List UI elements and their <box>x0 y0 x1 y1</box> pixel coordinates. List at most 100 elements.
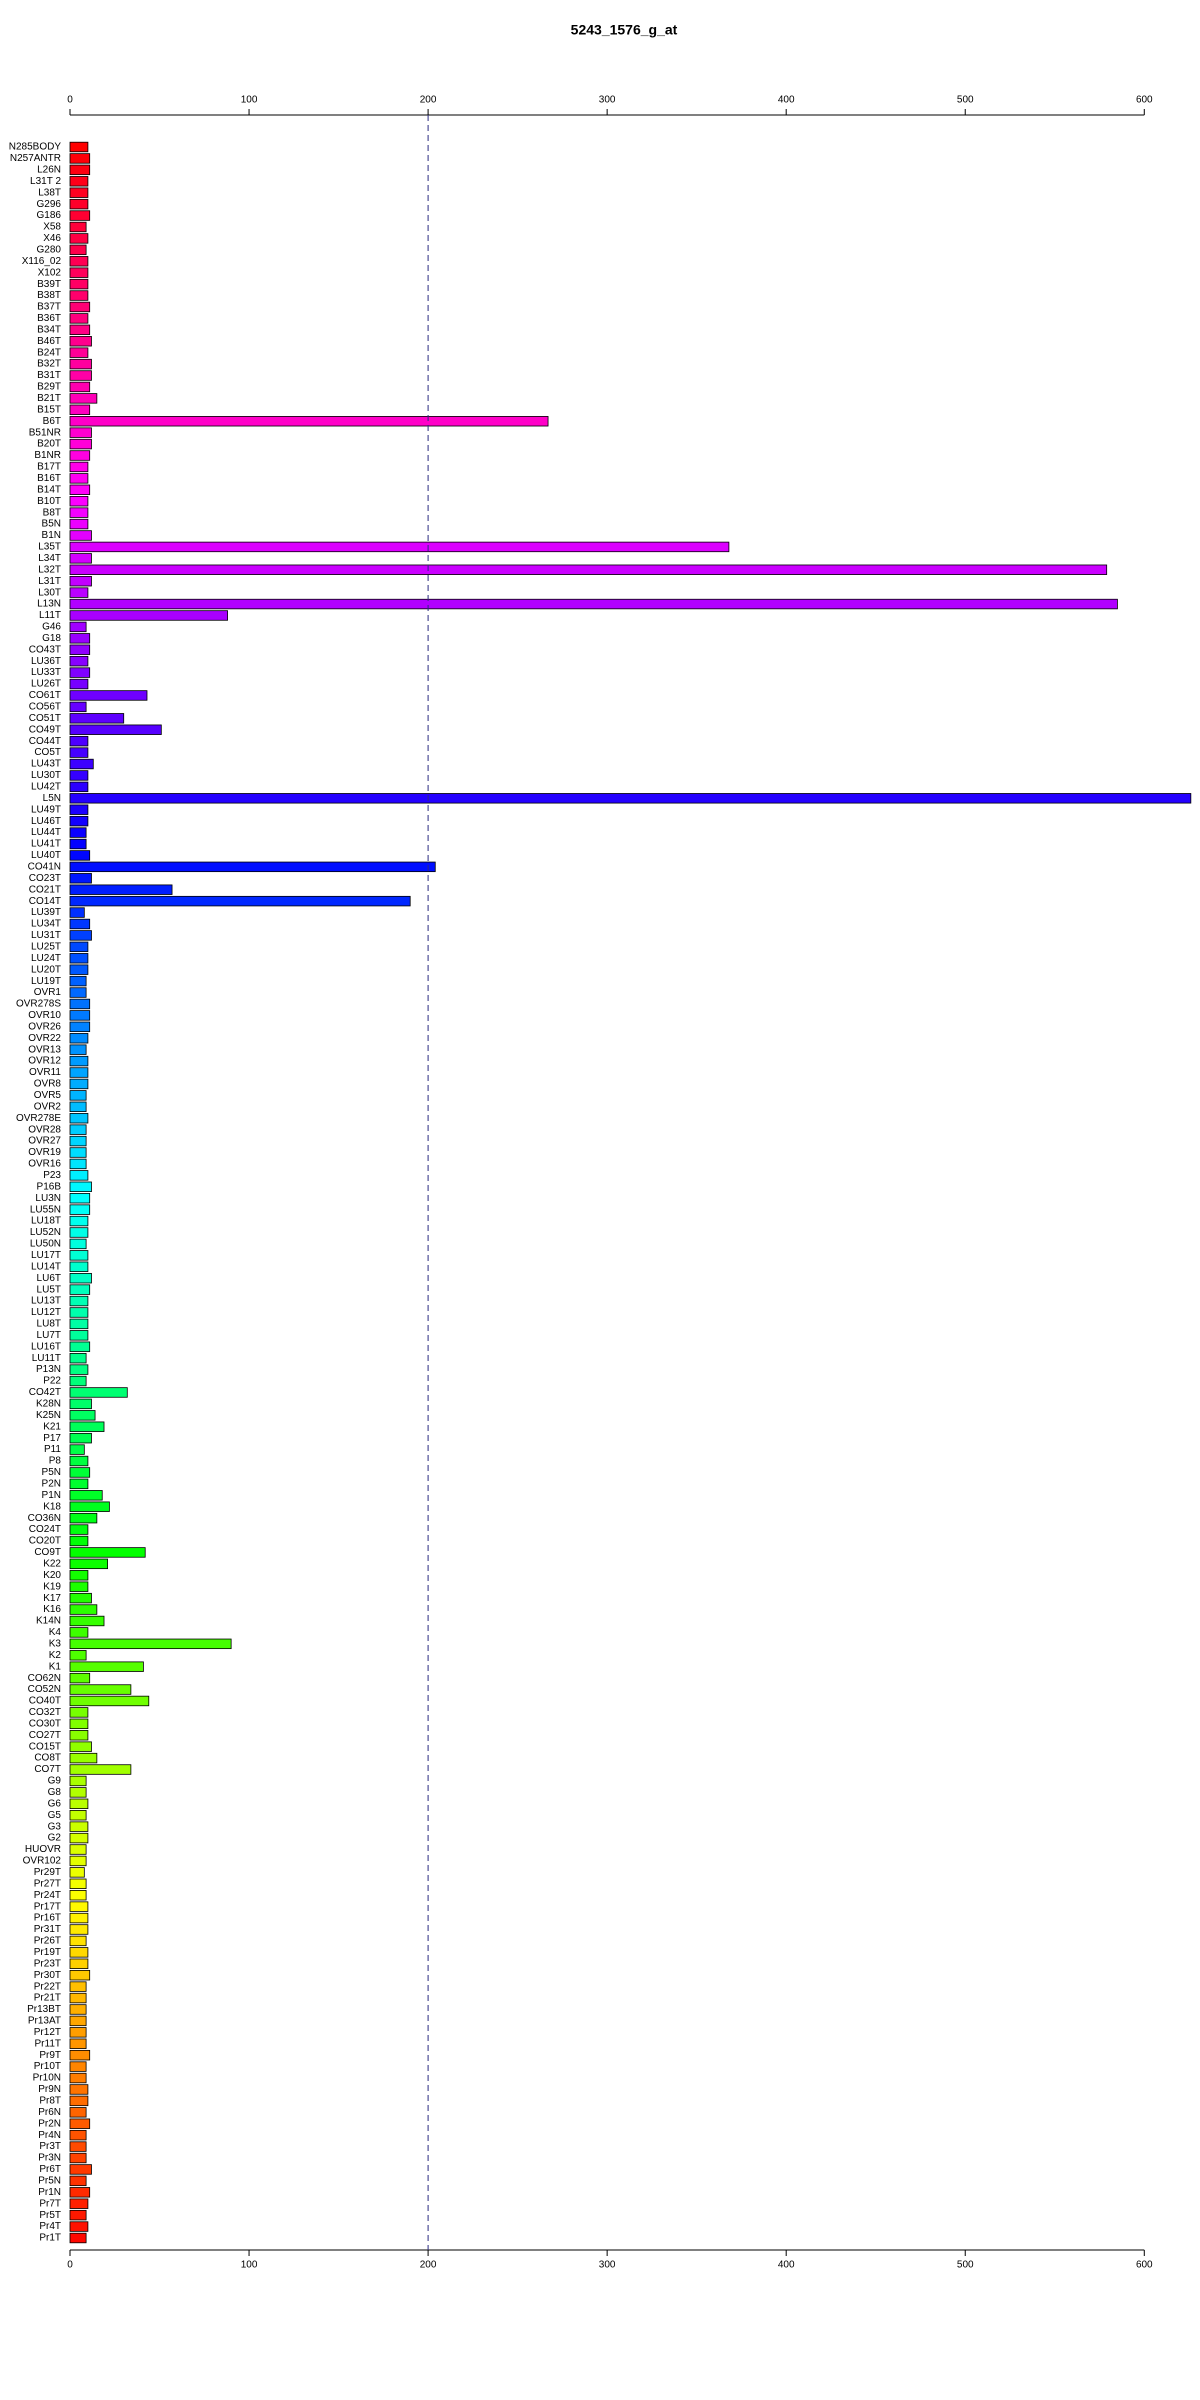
bar <box>69 1352 87 1364</box>
y-tick-label: LU12T <box>31 1307 61 1318</box>
y-tick-label: K16 <box>43 1604 61 1615</box>
y-tick-label: LU20T <box>31 964 61 975</box>
y-tick-label: LU14T <box>31 1261 61 1272</box>
y-tick-label: Pr1N <box>38 2187 61 2198</box>
bar <box>69 1947 89 1958</box>
y-tick-label: X102 <box>38 267 62 278</box>
bar <box>69 1501 110 1512</box>
bar <box>69 1958 89 1969</box>
y-tick-label: OVR8 <box>34 1079 62 1090</box>
y-tick-label: B39T <box>37 279 61 290</box>
bar <box>69 1375 87 1387</box>
bar <box>69 2038 87 2049</box>
y-tick-label: Pr4N <box>38 2130 61 2141</box>
bar <box>69 747 89 758</box>
y-tick-label: Pr9T <box>39 2050 61 2061</box>
y-tick-label: LU40T <box>31 850 61 861</box>
y-tick-label: B46T <box>37 336 61 347</box>
y-tick-label: K1 <box>49 1661 62 1672</box>
y-tick-label: OVR12 <box>28 1056 61 1067</box>
bar <box>69 907 85 918</box>
y-tick-label: HUOVR <box>25 1844 61 1855</box>
bar <box>69 2164 92 2175</box>
bar <box>69 1535 89 1547</box>
bar <box>69 2198 89 2209</box>
y-tick-label: Pr10N <box>33 2073 61 2084</box>
y-tick-label: B24T <box>37 347 61 358</box>
bar <box>69 2221 89 2232</box>
y-tick-label: B1NR <box>34 450 61 461</box>
y-tick-label: LU33T <box>31 667 61 678</box>
y-tick-label: CO42T <box>29 1387 61 1398</box>
bar <box>69 724 162 735</box>
bar <box>69 1798 89 1810</box>
y-tick-label: Pr12T <box>34 2027 61 2038</box>
y-tick-label: B6T <box>43 416 61 427</box>
y-tick-label: Pr29T <box>34 1867 61 1878</box>
y-tick-label: Pr4T <box>39 2221 61 2232</box>
bar <box>69 918 91 930</box>
y-tick-label: OVR5 <box>34 1090 62 1101</box>
bar <box>69 358 92 370</box>
y-tick-label: G8 <box>48 1787 62 1798</box>
bar <box>69 667 91 678</box>
y-tick-label: CO49T <box>29 724 61 735</box>
bar <box>69 2004 87 2015</box>
x-tick-label: 300 <box>599 95 616 106</box>
x-tick-label: 400 <box>778 95 795 106</box>
x-tick-label: 300 <box>599 2260 616 2271</box>
bar <box>69 1432 92 1444</box>
y-tick-label: OVR16 <box>28 1159 61 1170</box>
bar <box>69 1044 87 1055</box>
bar <box>69 1261 89 1272</box>
bar <box>69 507 89 518</box>
y-tick-label: X46 <box>43 233 61 244</box>
x-tick-label: 400 <box>778 2260 795 2271</box>
bar <box>69 1010 91 1021</box>
bar <box>69 1364 89 1375</box>
bar <box>69 1707 89 1718</box>
y-tick-label: Pr6T <box>39 2164 61 2175</box>
y-tick-label: B8T <box>43 507 61 518</box>
y-tick-label: K21 <box>43 1421 61 1432</box>
bar <box>69 187 89 198</box>
bar <box>69 598 1118 610</box>
y-tick-label: N257ANTR <box>10 153 61 164</box>
y-tick-label: CO30T <box>29 1718 61 1729</box>
bar <box>69 758 94 770</box>
y-tick-label: OVR278E <box>16 1113 61 1124</box>
bar <box>69 1444 85 1455</box>
y-tick-label: Pr2N <box>38 2118 61 2129</box>
y-tick-label: B32T <box>37 359 61 370</box>
bar <box>69 2015 87 2027</box>
y-tick-label: LU18T <box>31 1216 61 1227</box>
chart-title: 5243_1576_g_at <box>571 22 678 38</box>
bar <box>69 1170 89 1181</box>
y-tick-label: L11T <box>39 610 61 621</box>
bar <box>69 1570 89 1581</box>
bar <box>69 953 89 964</box>
bar <box>69 690 148 701</box>
bar <box>69 1330 89 1341</box>
y-tick-label: LU52N <box>30 1227 61 1238</box>
x-tick-label: 600 <box>1136 95 1153 106</box>
bar <box>69 964 89 975</box>
y-tick-label: LU25T <box>31 941 61 952</box>
y-tick-label: LU13T <box>31 1296 61 1307</box>
bar <box>69 975 87 987</box>
y-tick-label: P22 <box>43 1376 61 1387</box>
bar <box>69 2049 91 2061</box>
bar <box>69 381 91 393</box>
y-tick-label: LU31T <box>31 930 61 941</box>
bar <box>69 1227 89 1238</box>
y-tick-label: K25N <box>36 1410 61 1421</box>
bar <box>69 930 92 941</box>
y-tick-label: B14T <box>37 484 61 495</box>
y-tick-label: G9 <box>48 1776 62 1787</box>
bar <box>69 895 411 907</box>
bar <box>69 1604 98 1615</box>
bar <box>69 781 89 793</box>
bar <box>69 336 92 347</box>
y-tick-label: G3 <box>48 1821 62 1832</box>
bar <box>69 1341 91 1352</box>
